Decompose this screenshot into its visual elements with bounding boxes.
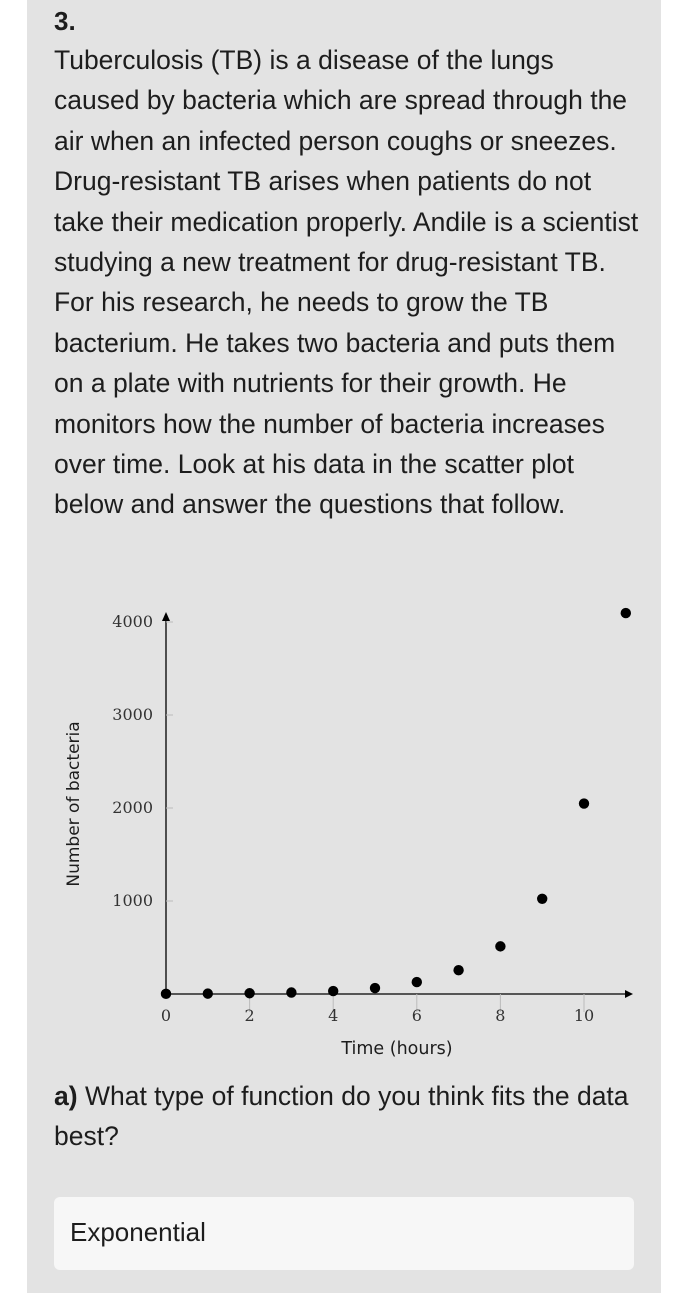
data-point <box>453 964 464 976</box>
x-tick-label: 4 <box>328 1006 338 1025</box>
data-point <box>244 988 255 999</box>
x-tick-label: 10 <box>574 1006 594 1025</box>
answer-input[interactable]: Exponential <box>54 1197 634 1270</box>
data-point <box>369 982 381 994</box>
data-point <box>537 893 548 904</box>
x-tick-label: 2 <box>245 1006 255 1025</box>
question-text: Tuberculosis (TB) is a disease of the lu… <box>54 45 639 520</box>
data-point <box>160 988 172 1000</box>
x-tick-label: 0 <box>161 1006 171 1025</box>
data-point <box>620 607 631 619</box>
y-tick-label: 4000 <box>112 612 153 631</box>
question-card <box>27 0 661 1293</box>
question-number: 3. <box>54 6 76 36</box>
part-a-question: a) What type of function do you think fi… <box>54 1076 644 1156</box>
data-point <box>286 987 297 998</box>
y-axis-label: Number of bacteria <box>64 721 84 886</box>
scatter-chart-svg: 1000 2000 3000 4000 0 2 4 6 8 10 Number of bacte… <box>64 607 633 1059</box>
y-axis-arrow <box>162 612 170 621</box>
y-tick-label: 2000 <box>112 798 153 817</box>
y-ticks: 1000 2000 3000 4000 <box>112 612 173 910</box>
part-a-label: a) <box>54 1081 78 1111</box>
y-tick-label: 1000 <box>112 891 153 910</box>
data-point <box>328 985 339 997</box>
x-ticks: 0 2 4 6 8 10 <box>161 994 594 1025</box>
x-tick-label: 8 <box>495 1006 505 1025</box>
x-tick-label: 6 <box>412 1006 422 1025</box>
data-point <box>495 941 506 952</box>
data-points <box>160 607 631 1000</box>
x-axis-label: Time (hours) <box>340 1039 452 1059</box>
x-axis-arrow <box>625 990 633 998</box>
data-point <box>202 988 213 999</box>
data-point <box>578 798 590 809</box>
y-tick-label: 3000 <box>112 705 153 724</box>
scatter-chart: 1000 2000 3000 4000 0 2 4 6 8 10 Number of bacte… <box>27 585 661 1065</box>
part-a-text: What type of function do you think fits … <box>54 1081 629 1151</box>
data-point <box>411 976 422 988</box>
